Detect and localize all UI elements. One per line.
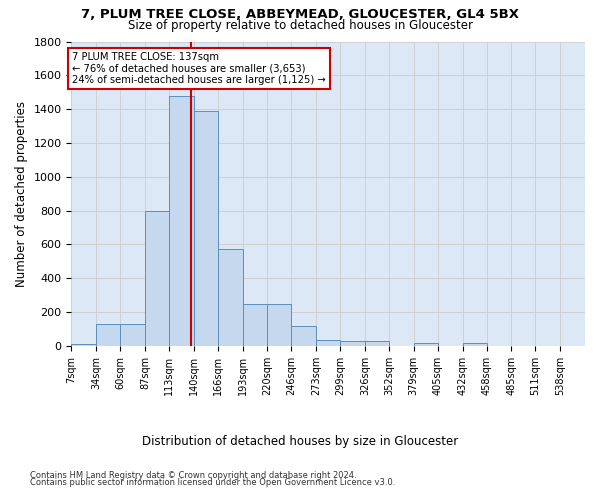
Bar [268, 304, 292, 346]
Text: 7, PLUM TREE CLOSE, ABBEYMEAD, GLOUCESTER, GL4 5BX: 7, PLUM TREE CLOSE, ABBEYMEAD, GLOUCESTE… [81, 8, 519, 21]
Bar [292, 326, 316, 346]
Bar [463, 342, 487, 346]
Bar [169, 96, 194, 346]
Text: Contains HM Land Registry data © Crown copyright and database right 2024.: Contains HM Land Registry data © Crown c… [30, 471, 356, 480]
Bar [242, 304, 268, 346]
Bar [194, 111, 218, 346]
Y-axis label: Number of detached properties: Number of detached properties [15, 100, 28, 286]
Bar [414, 342, 438, 346]
Text: 7 PLUM TREE CLOSE: 137sqm
← 76% of detached houses are smaller (3,653)
24% of se: 7 PLUM TREE CLOSE: 137sqm ← 76% of detac… [73, 52, 326, 85]
Bar [218, 248, 242, 346]
Bar [145, 210, 169, 346]
Text: Distribution of detached houses by size in Gloucester: Distribution of detached houses by size … [142, 435, 458, 448]
Bar [71, 344, 96, 346]
Bar [340, 341, 365, 346]
Text: Contains public sector information licensed under the Open Government Licence v3: Contains public sector information licen… [30, 478, 395, 487]
Bar [96, 324, 120, 346]
Bar [120, 324, 145, 346]
Bar [316, 340, 340, 346]
Text: Size of property relative to detached houses in Gloucester: Size of property relative to detached ho… [128, 19, 473, 32]
Bar [365, 341, 389, 346]
